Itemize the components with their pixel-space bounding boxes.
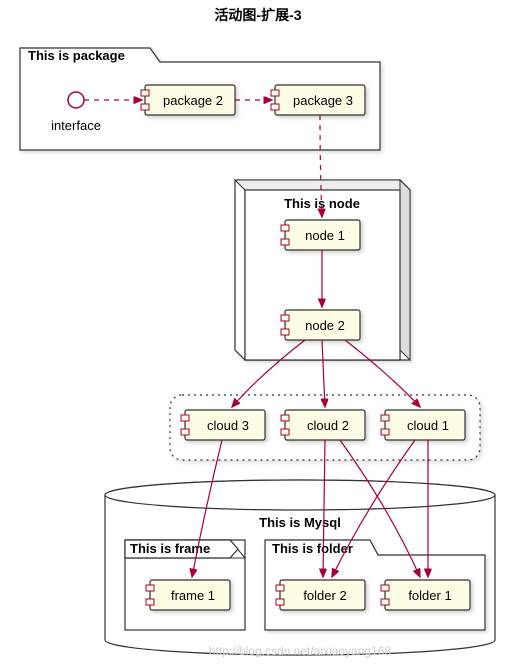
- component-node2: node 2: [281, 310, 360, 340]
- frame-container: This is frame frame 1: [125, 540, 245, 630]
- diagram-canvas: 活动图-扩展-3 This is package interface packa…: [0, 0, 516, 665]
- package-container: This is package interface package 2 pack…: [20, 48, 380, 150]
- svg-text:package 3: package 3: [293, 93, 353, 108]
- component-frame1: frame 1: [146, 580, 230, 610]
- component-package2: package 2: [141, 85, 235, 115]
- svg-text:folder 1: folder 1: [408, 588, 451, 603]
- svg-text:package 2: package 2: [163, 93, 223, 108]
- component-cloud1: cloud 1: [381, 410, 465, 440]
- svg-text:cloud 2: cloud 2: [307, 418, 349, 433]
- package-label: This is package: [28, 48, 125, 63]
- mysql-database: This is Mysql This is frame frame 1 This…: [105, 480, 495, 655]
- component-node1: node 1: [281, 220, 360, 250]
- svg-text:node 2: node 2: [305, 318, 345, 333]
- svg-text:cloud 3: cloud 3: [207, 418, 249, 433]
- component-folder2: folder 2: [276, 580, 365, 610]
- diagram-title: 活动图-扩展-3: [214, 7, 301, 23]
- component-cloud3: cloud 3: [181, 410, 265, 440]
- svg-text:node 1: node 1: [305, 228, 345, 243]
- mysql-label: This is Mysql: [259, 515, 341, 530]
- component-cloud2: cloud 2: [281, 410, 365, 440]
- svg-text:cloud 1: cloud 1: [407, 418, 449, 433]
- interface-icon: [68, 92, 84, 108]
- interface-label: interface: [51, 118, 101, 133]
- svg-text:folder 2: folder 2: [303, 588, 346, 603]
- watermark: http://blog.csdn.net/aixiaoyang168: [209, 644, 391, 658]
- svg-text:frame 1: frame 1: [171, 588, 215, 603]
- folder-label: This is folder: [272, 541, 353, 556]
- component-package3: package 3: [271, 85, 365, 115]
- component-folder1: folder 1: [381, 580, 470, 610]
